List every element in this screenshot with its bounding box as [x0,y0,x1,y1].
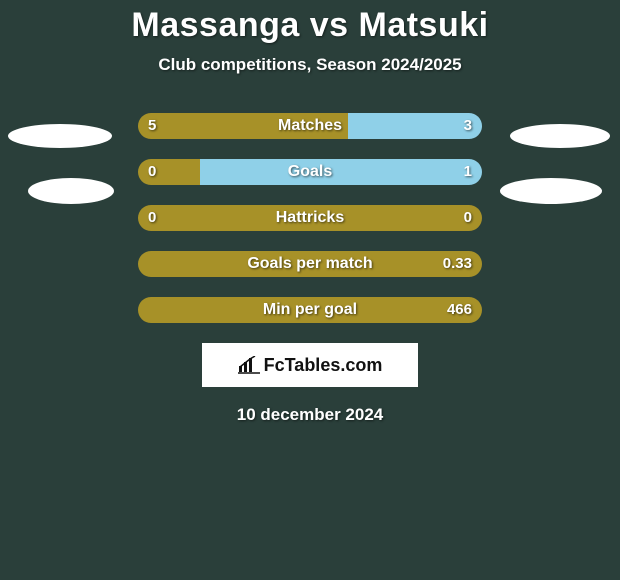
source-logo: FcTables.com [202,343,418,387]
bar-left [138,113,348,139]
logo-label: FcTables.com [264,355,383,376]
bar-left [138,297,482,323]
stat-row: Hattricks00 [0,205,620,231]
bar-track [138,205,482,231]
stat-row: Matches53 [0,113,620,139]
stat-row: Goals01 [0,159,620,185]
bar-track [138,159,482,185]
date-line: 10 december 2024 [0,405,620,425]
bar-track [138,297,482,323]
stat-row: Min per goal466 [0,297,620,323]
comparison-bars: Matches53 Goals01 Hattricks00 Goals per mat… [0,113,620,323]
bar-right [348,113,482,139]
page-subtitle: Club competitions, Season 2024/2025 [0,55,620,75]
comparison-infographic: Massanga vs Matsuki Club competitions, S… [0,0,620,580]
page-title: Massanga vs Matsuki [0,6,620,45]
bar-left [138,205,482,231]
bar-right [200,159,482,185]
stat-row: Goals per match0.33 [0,251,620,277]
bar-left [138,159,200,185]
bars-icon [238,356,260,374]
bar-track [138,113,482,139]
bar-left [138,251,482,277]
bar-track [138,251,482,277]
logo-text: FcTables.com [238,355,383,376]
